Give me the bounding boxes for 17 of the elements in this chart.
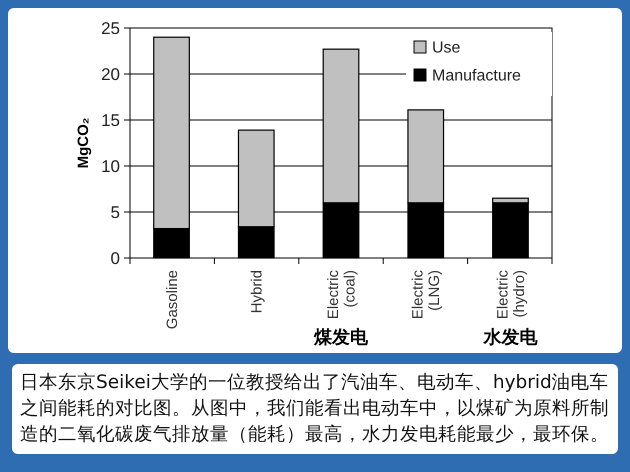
x-tick-label: Electric (LNG) bbox=[410, 270, 444, 320]
x-tick-label: Hybrid bbox=[248, 270, 266, 314]
legend-label: Use bbox=[432, 40, 461, 57]
y-tick-label: 0 bbox=[110, 248, 120, 268]
text: 日本东京Seikei大学的一位教授给出了汽油车、电动车、hybrid油电车之间能耗的对比图。从图中，我们能看出电动车中，以煤矿为原料所制造的二氧化碳废气排放量（能耗）最高，水力发电耗能最少，最环保。 bbox=[12, 364, 618, 454]
y-tick-label: 10 bbox=[101, 156, 120, 176]
x-tick-label: Gasoline bbox=[164, 270, 181, 330]
y-tick-label: 5 bbox=[110, 202, 120, 222]
y-tick-label: 15 bbox=[101, 110, 120, 130]
x-tick-label: Electric (coal) bbox=[325, 270, 358, 320]
text: 煤发电 bbox=[313, 327, 369, 347]
text: 水发电 bbox=[482, 327, 538, 347]
y-axis-title: MgCO₂ bbox=[75, 118, 92, 168]
x-tick-label: Electric (hydro) bbox=[494, 270, 528, 320]
y-tick-label: 20 bbox=[101, 64, 120, 84]
legend-label: Manufacture bbox=[432, 68, 522, 85]
y-tick-label: 25 bbox=[101, 18, 120, 38]
